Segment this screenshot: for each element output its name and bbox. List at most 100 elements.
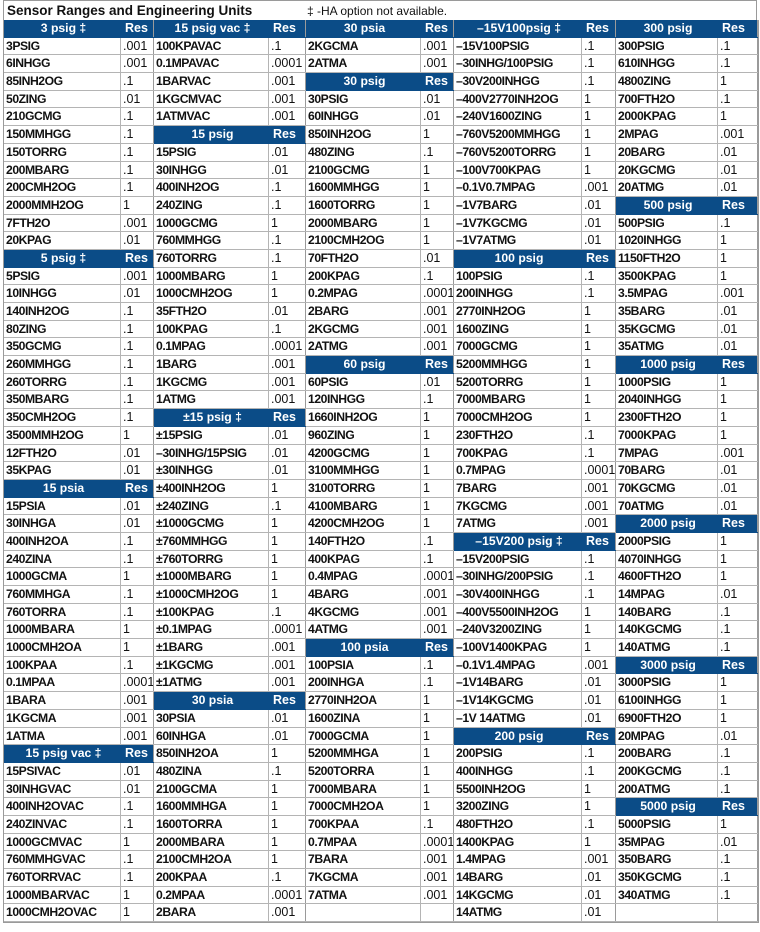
unit-code: –1V14KGCMG xyxy=(454,692,582,709)
unit-code: 12FTH2O xyxy=(4,444,121,462)
table-row: 2BARG .001 xyxy=(306,303,454,321)
table-row: 3100MMHGG 1 xyxy=(306,462,454,480)
resolution-value: .01 xyxy=(421,249,454,267)
resolution-value: 1 xyxy=(421,214,454,232)
resolution-value: .1 xyxy=(121,320,154,338)
table-row: 140INH2OG .1 xyxy=(4,303,154,321)
table-row: 2100GCMG 1 xyxy=(306,161,454,180)
unit-code: 20KPAG xyxy=(4,232,121,249)
unit-code: 1KGCMA xyxy=(4,709,121,727)
unit-code: ±760TORRG xyxy=(154,550,269,568)
unit-code: 480ZINA xyxy=(154,762,269,780)
range-header-row: 300 psig Res xyxy=(616,20,758,38)
table-row: 20KGCMG .01 xyxy=(616,161,758,180)
table-row: 2ATMG .001 xyxy=(306,338,454,357)
unit-code: –760V5200MMHGG xyxy=(454,126,582,143)
unit-code: 3.5MPAG xyxy=(616,285,718,302)
unit-code: 85INH2OG xyxy=(4,73,121,90)
unit-code: 5200TORRA xyxy=(306,762,421,780)
resolution-value: .001 xyxy=(421,303,454,320)
table-row: –760V5200MMHGG 1 xyxy=(454,126,616,144)
unit-code: ±240ZING xyxy=(154,497,269,515)
table-row: 3.5MPAG .001 xyxy=(616,285,758,303)
resolution-value: .1 xyxy=(421,656,454,674)
table-row: 2770INH2OA 1 xyxy=(306,692,454,710)
range-header-row: 15 psia Res xyxy=(4,479,154,498)
res-header: Res xyxy=(121,20,154,37)
table-row: 15PSIA .01 xyxy=(4,497,154,516)
table-row: 1000MBARVAC 1 xyxy=(4,886,154,905)
unit-code: 5500INH2OG xyxy=(454,780,582,798)
table-row: 480FTH2O .1 xyxy=(454,815,616,834)
resolution-value: 1 xyxy=(421,692,454,709)
resolution-value: .001 xyxy=(421,869,454,886)
table-row: 150TORRG .1 xyxy=(4,143,154,162)
resolution-value: .0001 xyxy=(584,462,616,479)
table-row: 760MMHGG .1 xyxy=(154,232,306,250)
table-row: 30INHGG .01 xyxy=(154,161,306,180)
resolution-value: .1 xyxy=(718,603,758,621)
resolution-value: 1 xyxy=(421,780,454,798)
table-row: 350KGCMG .1 xyxy=(616,869,758,887)
unit-code: 140FTH2O xyxy=(306,532,421,550)
unit-code: 10INHGG xyxy=(4,285,121,302)
unit-code: 610INHGG xyxy=(616,55,718,73)
resolution-value: .01 xyxy=(269,426,306,444)
table-row: 7000GCMG 1 xyxy=(454,338,616,357)
unit-code: 200BARG xyxy=(616,745,718,762)
resolution-value: .1 xyxy=(582,815,616,833)
table-row: 14ATMG .01 xyxy=(454,904,616,923)
range-header-row: 500 psig Res xyxy=(616,196,758,215)
table-row: 0.1MPAA .0001 xyxy=(4,674,154,693)
table-row: 70FTH2O .01 xyxy=(306,249,454,268)
unit-code: 1660INH2OG xyxy=(306,409,421,426)
range-header-row: 15 psig vac ‡ Res xyxy=(4,745,154,763)
unit-code: 5200TORRG xyxy=(454,373,582,391)
table-row: 14BARG .01 xyxy=(454,869,616,887)
resolution-value: 1 xyxy=(121,426,154,444)
table-row: 1BARG .001 xyxy=(154,356,306,374)
table-row: 240ZING .1 xyxy=(154,196,306,215)
unit-code: 7ATMG xyxy=(454,515,582,532)
unit-code: 7000MBARA xyxy=(306,780,421,798)
unit-code: 80ZING xyxy=(4,320,121,338)
unit-code: 60INHGG xyxy=(306,108,421,126)
unit-code: 7BARA xyxy=(306,851,421,868)
resolution-value: 1 xyxy=(421,762,454,780)
range-header-row: 15 psig Res xyxy=(154,126,306,144)
unit-code: 2100CMH2OA xyxy=(154,851,269,868)
table-row: 1000CMH2OA 1 xyxy=(4,639,154,657)
table-row: 1000GCMVAC 1 xyxy=(4,833,154,852)
resolution-value: .001 xyxy=(121,727,154,745)
unit-code: 14ATMG xyxy=(454,904,582,922)
resolution-value: 1 xyxy=(121,568,154,585)
unit-code: –240V3200ZING xyxy=(454,621,582,639)
table-row: 260TORRG .1 xyxy=(4,373,154,392)
resolution-value: 1 xyxy=(582,373,616,391)
table-row: –400V2770INH2OG 1 xyxy=(454,90,616,109)
range-header-row: 5000 psig Res xyxy=(616,798,758,816)
resolution-value: 1 xyxy=(269,833,306,851)
table-row: 200INHGG .1 xyxy=(454,285,616,303)
unit-code: 2770INH2OA xyxy=(306,692,421,709)
table-row: 2100GCMA 1 xyxy=(154,780,306,799)
res-header: Res xyxy=(269,20,306,37)
unit-code: 14BARG xyxy=(454,869,582,886)
resolution-value: .1 xyxy=(121,815,154,833)
unit-code: 100KPAG xyxy=(154,320,269,338)
table-row: 140KGCMG .1 xyxy=(616,621,758,640)
resolution-value: 1 xyxy=(718,267,758,285)
table-row: 1000MBARA 1 xyxy=(4,621,154,640)
table-row: 7000CMH2OA 1 xyxy=(306,798,454,816)
table-row: 1BARVAC .001 xyxy=(154,73,306,91)
unit-code: 140INH2OG xyxy=(4,303,121,320)
unit-code: 400KPAG xyxy=(306,550,421,568)
resolution-value: .1 xyxy=(121,869,154,886)
res-header: Res xyxy=(421,639,454,656)
unit-code: 2770INH2OG xyxy=(454,303,582,320)
unit-code: 100PSIG xyxy=(454,267,582,285)
res-header: Res xyxy=(582,249,616,267)
table-row: 500PSIG .1 xyxy=(616,214,758,233)
table-row: –30INHG/100PSIG .1 xyxy=(454,55,616,74)
unit-code: 480ZING xyxy=(306,143,421,161)
